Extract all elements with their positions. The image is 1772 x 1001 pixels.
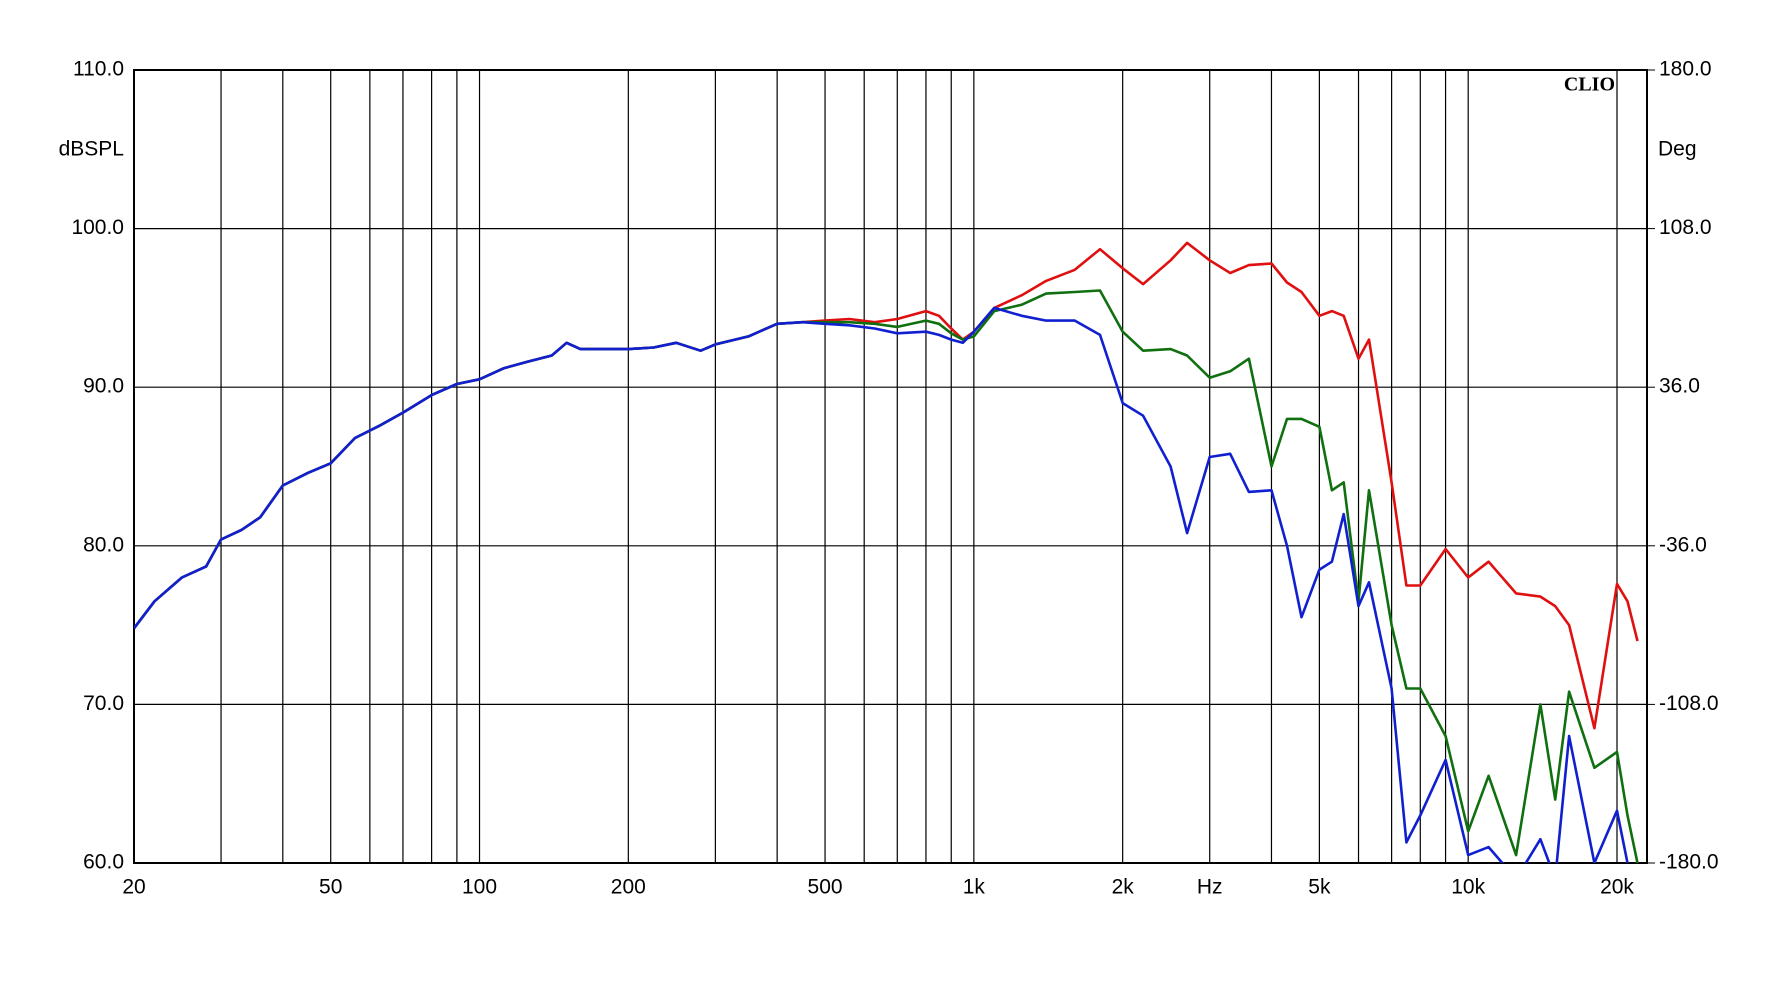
x-tick-label: 5k (1308, 876, 1331, 899)
x-tick-label: 1k (963, 876, 986, 899)
x-tick-label: 10k (1451, 876, 1485, 899)
x-tick-label: 20k (1600, 876, 1634, 899)
response-line (134, 241, 1639, 730)
y-tick-label: 80.0 (83, 533, 124, 556)
y2-axis-label: Deg (1658, 138, 1697, 161)
y-tick-label: 100.0 (71, 216, 124, 239)
x-tick-label: 50 (319, 876, 342, 899)
plot-frame (133, 69, 1648, 864)
y-tick-label: 110.0 (73, 58, 124, 81)
y2-tick-label: 108.0 (1659, 216, 1712, 239)
watermark: CLIO (1564, 74, 1615, 96)
x-tick-label: 2k (1112, 876, 1135, 899)
y-tick-label: 70.0 (83, 692, 124, 715)
response-line (134, 306, 1629, 863)
x-tick-label: 100 (462, 876, 497, 899)
y2-tick-label: -180.0 (1659, 851, 1719, 874)
y-tick-label: 90.0 (83, 375, 124, 398)
y-axis-label: dBSPL (59, 138, 124, 161)
y-tick-label: 60.0 (83, 851, 124, 874)
x-tick-label: 500 (808, 876, 843, 899)
response-line (134, 289, 1639, 863)
y2-tick-label: 180.0 (1659, 58, 1712, 81)
y2-tick-label: 36.0 (1659, 375, 1700, 398)
y2-tick-label: -108.0 (1659, 692, 1719, 715)
y2-tick-label: -36.0 (1659, 533, 1707, 556)
plot-area (134, 241, 1639, 863)
x-tick-label: Hz (1197, 876, 1223, 899)
x-tick-label: 20 (122, 876, 145, 899)
x-tick-label: 200 (611, 876, 646, 899)
